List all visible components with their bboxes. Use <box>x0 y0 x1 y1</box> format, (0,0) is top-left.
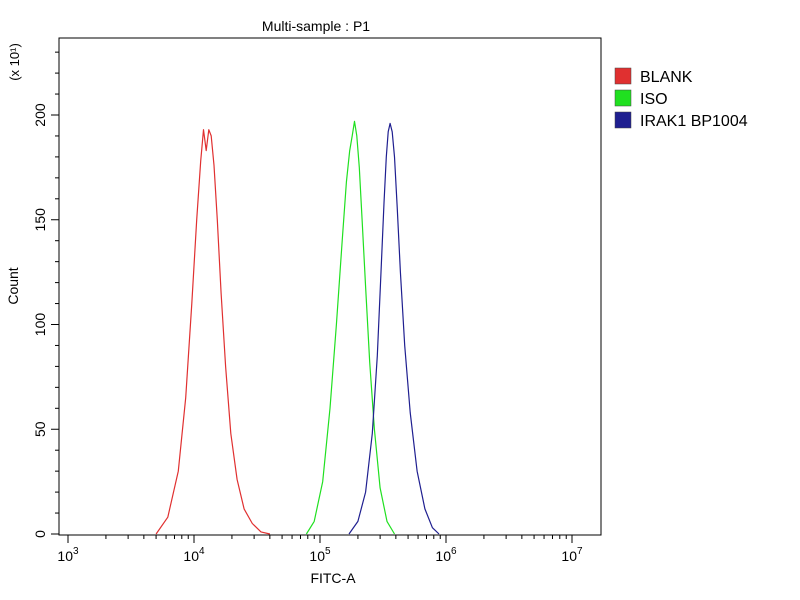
plot-border <box>58 37 602 536</box>
legend-swatch <box>614 67 632 85</box>
x-tick-label: 103 <box>57 546 79 564</box>
x-tick-label: 107 <box>561 546 583 564</box>
x-axis-label: FITC-A <box>310 570 356 586</box>
series-line-iso <box>305 120 396 535</box>
y-tick-label: 50 <box>32 421 48 437</box>
legend-label: IRAK1 BP1004 <box>640 113 748 130</box>
series-line-blank <box>155 129 271 535</box>
legend-label: ISO <box>640 91 668 108</box>
y-multiplier-label: (x 10¹) <box>7 43 22 81</box>
series-layer <box>155 120 440 535</box>
legend: BLANK ISO IRAK1 BP1004 <box>614 67 748 130</box>
chart-title: Multi-sample : P1 <box>262 18 370 34</box>
y-tick-label: 100 <box>32 313 48 337</box>
y-axis-label: Count <box>5 267 21 304</box>
y-tick-label: 200 <box>32 103 48 127</box>
series-line-irak1-bp1004 <box>348 122 440 535</box>
legend-swatch <box>614 89 632 107</box>
y-tick-label: 150 <box>32 208 48 232</box>
x-tick-label: 104 <box>183 546 205 564</box>
x-tick-label: 106 <box>435 546 457 564</box>
plot-area <box>58 37 602 536</box>
legend-label: BLANK <box>640 69 693 86</box>
y-tick-label: 0 <box>32 530 48 538</box>
y-axis: 0 50 100 150 200 <box>32 51 59 538</box>
x-tick-label: 105 <box>309 546 331 564</box>
x-axis: 103 104 105 106 107 <box>57 535 583 564</box>
legend-swatch <box>614 111 632 129</box>
